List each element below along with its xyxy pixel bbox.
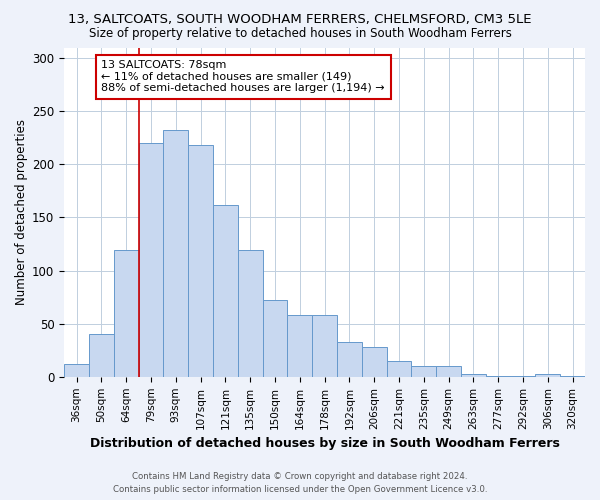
Text: 13 SALTCOATS: 78sqm
← 11% of detached houses are smaller (149)
88% of semi-detac: 13 SALTCOATS: 78sqm ← 11% of detached ho… <box>101 60 385 94</box>
Bar <box>139 143 163 377</box>
X-axis label: Distribution of detached houses by size in South Woodham Ferrers: Distribution of detached houses by size … <box>89 437 560 450</box>
Bar <box>362 347 386 377</box>
Bar <box>386 361 412 377</box>
Bar <box>486 376 511 377</box>
Bar <box>188 145 213 377</box>
Bar <box>213 204 238 377</box>
Bar <box>64 364 89 377</box>
Bar <box>461 374 486 377</box>
Bar <box>287 315 312 377</box>
Bar <box>337 342 362 377</box>
Bar <box>263 300 287 377</box>
Bar <box>511 376 535 377</box>
Bar <box>412 366 436 377</box>
Bar <box>163 130 188 377</box>
Bar <box>238 250 263 377</box>
Y-axis label: Number of detached properties: Number of detached properties <box>15 119 28 305</box>
Bar <box>89 334 114 377</box>
Text: 13, SALTCOATS, SOUTH WOODHAM FERRERS, CHELMSFORD, CM3 5LE: 13, SALTCOATS, SOUTH WOODHAM FERRERS, CH… <box>68 12 532 26</box>
Text: Size of property relative to detached houses in South Woodham Ferrers: Size of property relative to detached ho… <box>89 28 511 40</box>
Bar <box>114 250 139 377</box>
Bar <box>560 376 585 377</box>
Text: Contains HM Land Registry data © Crown copyright and database right 2024.
Contai: Contains HM Land Registry data © Crown c… <box>113 472 487 494</box>
Bar <box>436 366 461 377</box>
Bar <box>535 374 560 377</box>
Bar <box>312 315 337 377</box>
